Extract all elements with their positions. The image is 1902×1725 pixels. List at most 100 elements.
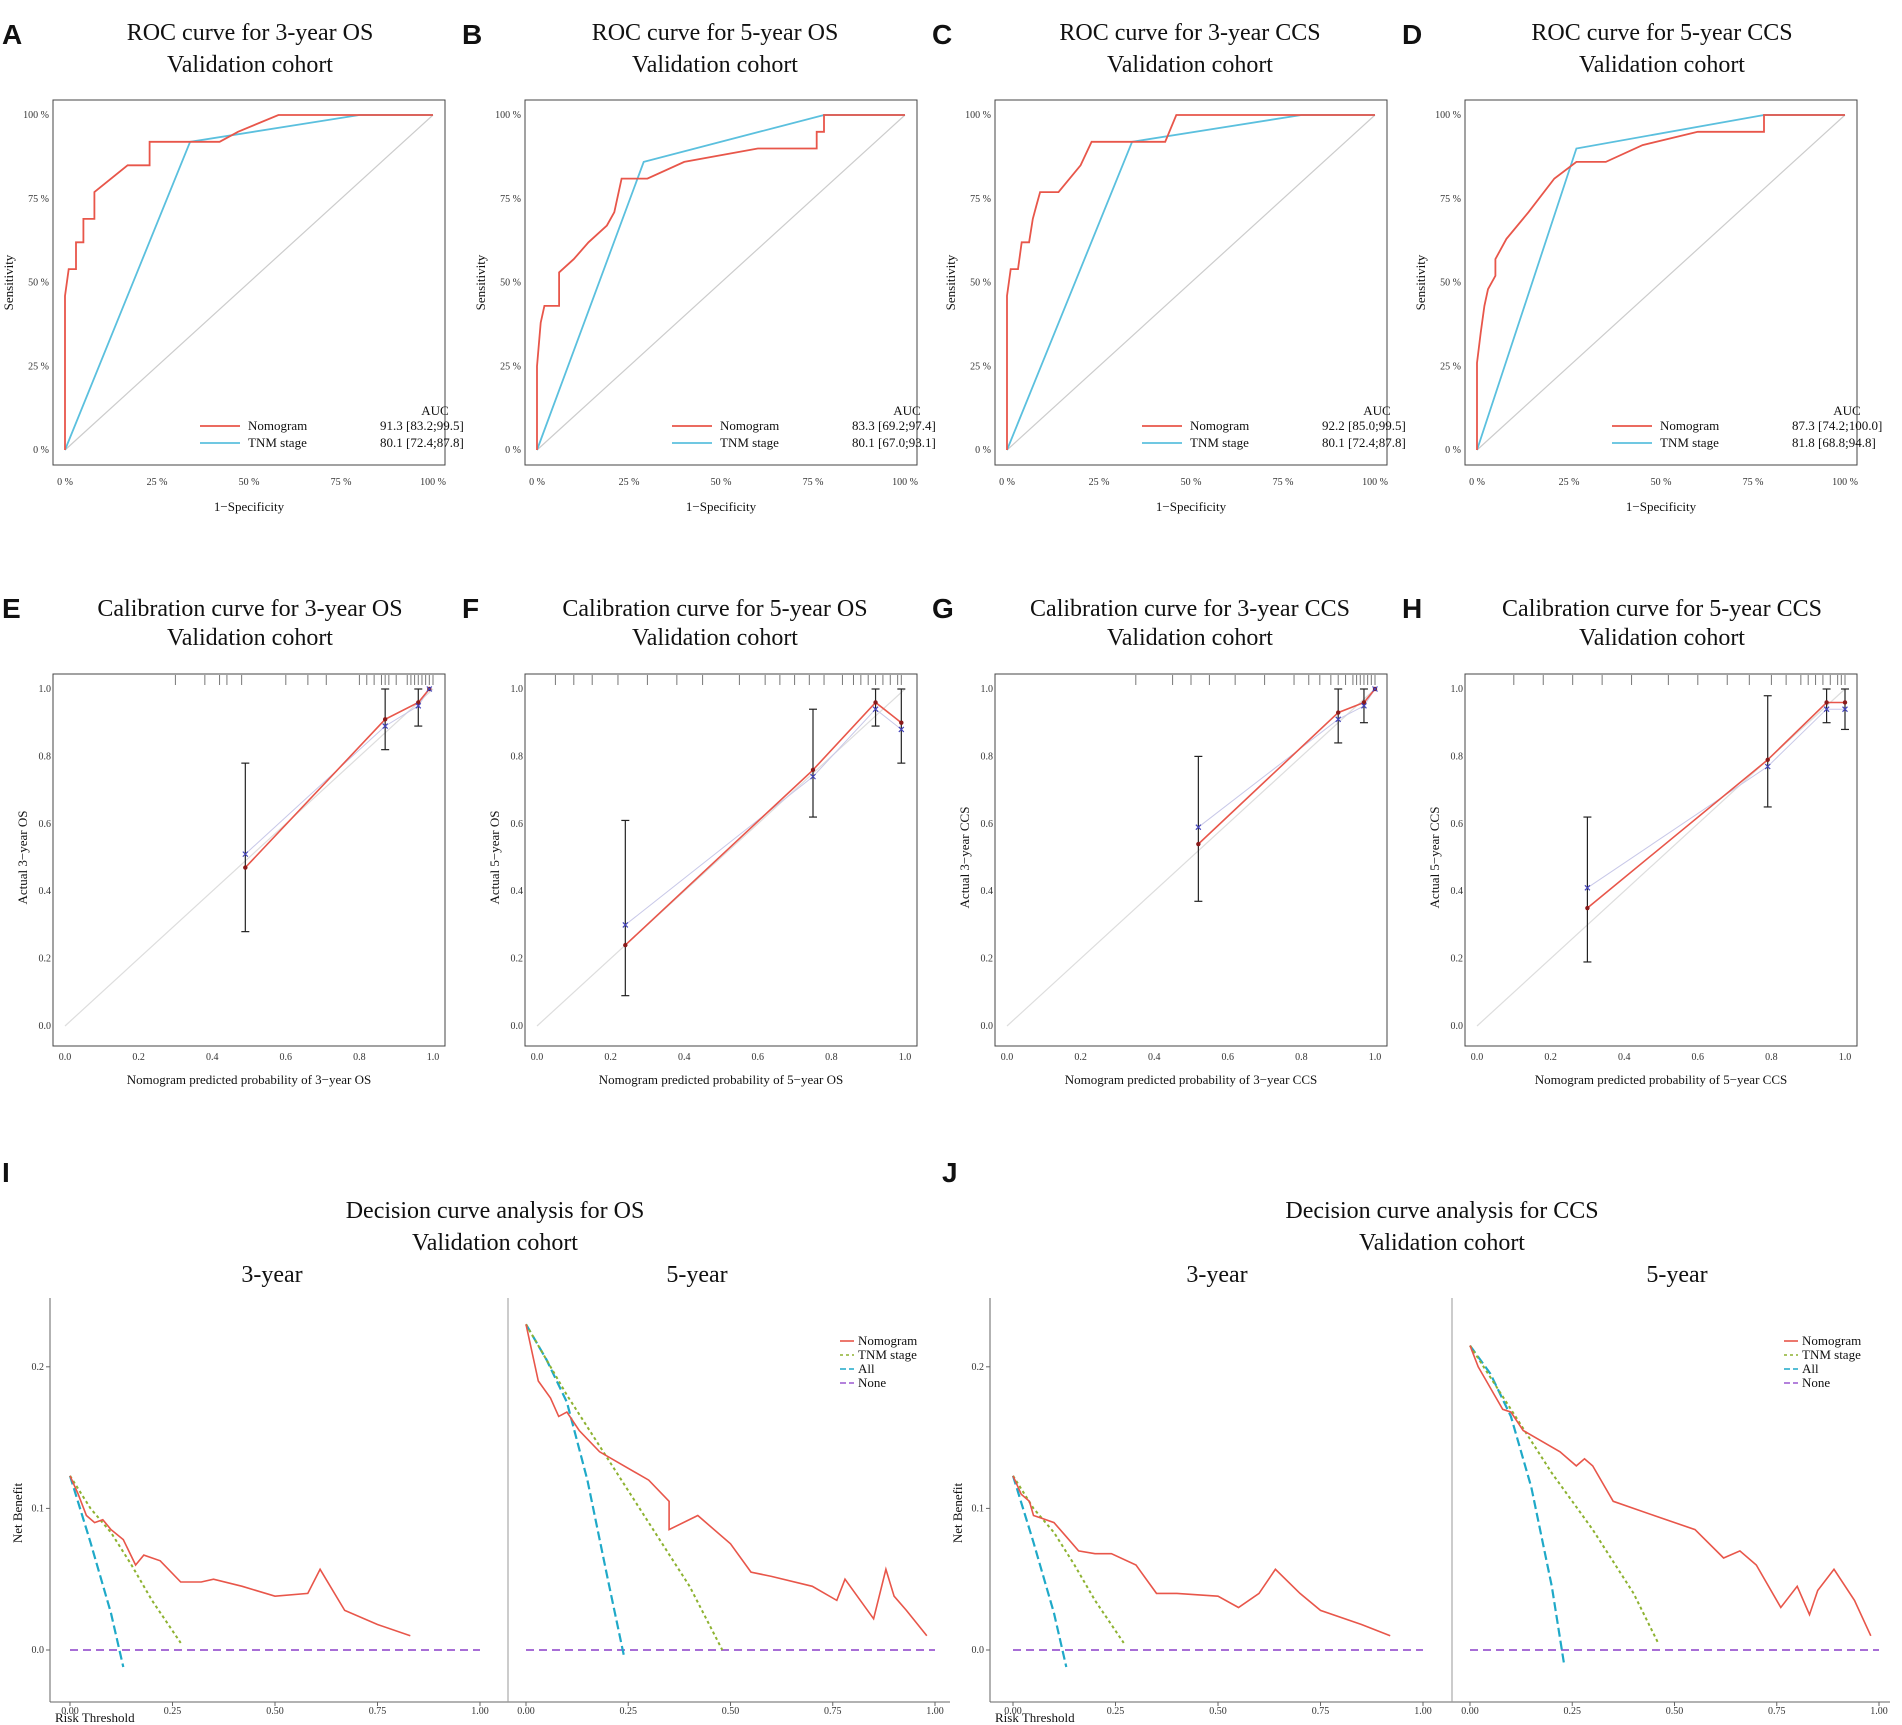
x-tick-label: 0.50 xyxy=(266,1706,284,1717)
y-tick-label: 100 % xyxy=(965,110,991,121)
calibration-line xyxy=(244,688,430,869)
legend-label: Nomogram xyxy=(1802,1333,1861,1348)
roc-curve-nomogram xyxy=(1006,114,1375,450)
legend-header: AUC xyxy=(1363,403,1390,418)
panel-label: C xyxy=(932,19,952,50)
reference-diagonal xyxy=(1476,114,1846,451)
y-tick-label: 75 % xyxy=(1440,194,1461,205)
apparent-point xyxy=(1361,702,1367,709)
legend-auc: 91.3 [83.2;99.5] xyxy=(380,418,464,433)
x-tick-label: 0.4 xyxy=(206,1052,219,1063)
y-axis-label: Actual 5−year CCS xyxy=(1427,807,1442,909)
x-tick-label: 0.25 xyxy=(620,1706,638,1717)
x-tick-label: 100 % xyxy=(892,477,918,488)
x-tick-label: 0.0 xyxy=(1471,1052,1484,1063)
x-axis-label: 1−Specificity xyxy=(1626,499,1697,514)
y-tick-label: 0.2 xyxy=(32,1362,45,1373)
ideal-line xyxy=(64,688,434,1027)
y-tick-label: 0.8 xyxy=(511,751,524,762)
x-tick-label: 0.2 xyxy=(1074,1052,1087,1063)
y-axis-label: Actual 3−year CCS xyxy=(957,807,972,909)
x-tick-label: 0.6 xyxy=(1692,1052,1705,1063)
chart-title: Calibration curve for 5-year CCS xyxy=(1502,596,1822,622)
y-axis-label: Sensitivity xyxy=(943,254,958,310)
x-axis-label: Nomogram predicted probability of 3−year… xyxy=(1065,1072,1317,1087)
calibration-panel-H: H Calibration curve for 5-year CCS Validat… xyxy=(1402,593,1858,1087)
legend-auc: 80.1 [72.4;87.8] xyxy=(380,435,464,450)
x-tick-label: 25 % xyxy=(147,477,168,488)
apparent-point xyxy=(898,726,905,733)
y-axis-label: Sensitivity xyxy=(473,254,488,310)
roc-panel-D: D ROC curve for 5-year CCS Validation coho… xyxy=(1402,19,1882,514)
calibration-panel-E: E Calibration curve for 3-year OS Validati… xyxy=(2,593,446,1087)
apparent-point xyxy=(426,686,433,692)
x-tick-label: 0.00 xyxy=(517,1706,535,1717)
y-tick-label: 100 % xyxy=(1435,110,1461,121)
observed-point xyxy=(1824,700,1829,705)
panel-label: H xyxy=(1402,593,1422,624)
legend-auc: 92.2 [85.0;99.5] xyxy=(1322,418,1406,433)
y-tick-label: 0.0 xyxy=(1451,1021,1464,1032)
x-tick-label: 1.00 xyxy=(471,1706,489,1717)
chart-subtitle: Validation cohort xyxy=(167,625,333,651)
apparent-line xyxy=(244,688,430,855)
y-tick-label: 0.4 xyxy=(39,886,52,897)
legend-auc: 87.3 [74.2;100.0] xyxy=(1792,418,1882,433)
y-tick-label: 1.0 xyxy=(511,684,524,695)
x-tick-label: 0.2 xyxy=(1544,1052,1557,1063)
x-axis-label: 1−Specificity xyxy=(1156,499,1227,514)
x-tick-label: 0.8 xyxy=(1295,1052,1308,1063)
panel-label: J xyxy=(942,1157,958,1188)
dca-curve-tnm-stage xyxy=(525,1323,724,1651)
chart-title: ROC curve for 5-year CCS xyxy=(1531,20,1792,46)
dca-curve-tnm-stage xyxy=(69,1475,182,1644)
x-tick-label: 50 % xyxy=(239,477,260,488)
x-tick-label: 75 % xyxy=(1273,477,1294,488)
apparent-line xyxy=(1587,708,1845,889)
y-tick-label: 0.0 xyxy=(511,1021,524,1032)
dca-curve-nomogram xyxy=(1469,1345,1872,1637)
x-tick-label: 1.00 xyxy=(926,1706,944,1717)
x-tick-label: 0.2 xyxy=(604,1052,617,1063)
x-tick-label: 0.8 xyxy=(353,1052,366,1063)
x-tick-label: 0 % xyxy=(1469,477,1485,488)
calibration-panel-F: F Calibration curve for 5-year OS Validati… xyxy=(462,593,918,1087)
x-tick-label: 0.50 xyxy=(1209,1706,1227,1717)
chart-subtitle: Validation cohort xyxy=(167,52,333,78)
dca-curve-all xyxy=(68,1475,125,1668)
chart-title: ROC curve for 5-year OS xyxy=(592,20,839,46)
x-tick-label: 1.00 xyxy=(1414,1706,1432,1717)
panel-label: I xyxy=(2,1157,10,1188)
observed-point xyxy=(1842,700,1848,705)
observed-point xyxy=(810,767,816,773)
legend-label: None xyxy=(858,1375,886,1390)
x-axis-label: 1−Specificity xyxy=(214,499,285,514)
legend-header: AUC xyxy=(1833,403,1860,418)
roc-panel-A: A ROC curve for 3-year OS Validation cohor… xyxy=(1,19,464,514)
y-tick-label: 0.0 xyxy=(981,1021,994,1032)
y-tick-label: 0 % xyxy=(975,445,991,456)
panel-label: G xyxy=(932,593,954,624)
legend-label: Nomogram xyxy=(720,418,779,433)
calibration-line xyxy=(1586,701,1845,909)
legend-label: TNM stage xyxy=(1190,435,1249,450)
observed-point xyxy=(1361,700,1367,705)
y-tick-label: 1.0 xyxy=(1451,684,1464,695)
x-tick-label: 0.25 xyxy=(164,1706,182,1717)
x-axis-label: Nomogram predicted probability of 3−year… xyxy=(127,1072,372,1087)
x-tick-label: 0.00 xyxy=(1004,1706,1022,1717)
reference-diagonal xyxy=(536,114,906,451)
legend-label: TNM stage xyxy=(1660,435,1719,450)
x-tick-label: 0 % xyxy=(57,477,73,488)
y-axis-label: Sensitivity xyxy=(1,254,16,310)
plot-frame xyxy=(52,99,446,466)
y-tick-label: 0.6 xyxy=(39,819,52,830)
y-tick-label: 0 % xyxy=(1445,445,1461,456)
ideal-line xyxy=(1476,688,1846,1027)
y-tick-label: 0.8 xyxy=(39,751,52,762)
legend-label: Nomogram xyxy=(248,418,307,433)
y-axis-label: Sensitivity xyxy=(1413,254,1428,310)
y-tick-label: 0.2 xyxy=(1451,954,1464,965)
plot-frame xyxy=(524,673,918,1047)
plot-frame xyxy=(994,99,1388,466)
